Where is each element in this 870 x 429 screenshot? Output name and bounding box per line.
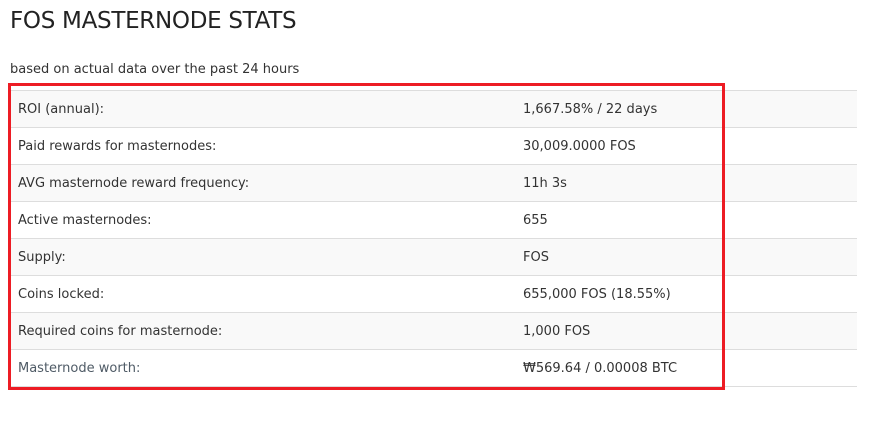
stat-row-required-coins: Required coins for masternode: 1,000 FOS [10,312,857,350]
stat-value: 655,000 FOS (18.55%) [523,275,857,313]
stat-value: 11h 3s [523,164,857,202]
stat-label: AVG masternode reward frequency: [10,164,523,202]
stat-row-supply: Supply: FOS [10,238,857,276]
stat-label: Coins locked: [10,275,523,313]
stat-label: Masternode worth: [10,349,523,387]
stat-row-roi: ROI (annual): 1,667.58% / 22 days [10,90,857,128]
stats-table: ROI (annual): 1,667.58% / 22 days Paid re… [10,90,857,387]
stat-value: 655 [523,201,857,239]
page-subtitle: based on actual data over the past 24 ho… [10,62,300,77]
stat-value: 30,009.0000 FOS [523,127,857,165]
stat-value: 1,667.58% / 22 days [523,90,857,128]
stat-label: Paid rewards for masternodes: [10,127,523,165]
stat-label: Active masternodes: [10,201,523,239]
stat-value: 1,000 FOS [523,312,857,350]
page-title: FOS MASTERNODE STATS [10,8,297,34]
stat-row-paid-rewards: Paid rewards for masternodes: 30,009.0000… [10,127,857,165]
stat-label: Required coins for masternode: [10,312,523,350]
stat-label: Supply: [10,238,523,276]
stat-label: ROI (annual): [10,90,523,128]
stat-value: FOS [523,238,857,276]
stat-row-masternode-worth: Masternode worth: ₩569.64 / 0.00008 BTC [10,349,857,387]
stat-row-coins-locked: Coins locked: 655,000 FOS (18.55%) [10,275,857,313]
stat-value: ₩569.64 / 0.00008 BTC [523,349,857,387]
stat-row-reward-frequency: AVG masternode reward frequency: 11h 3s [10,164,857,202]
stat-row-active-masternodes: Active masternodes: 655 [10,201,857,239]
